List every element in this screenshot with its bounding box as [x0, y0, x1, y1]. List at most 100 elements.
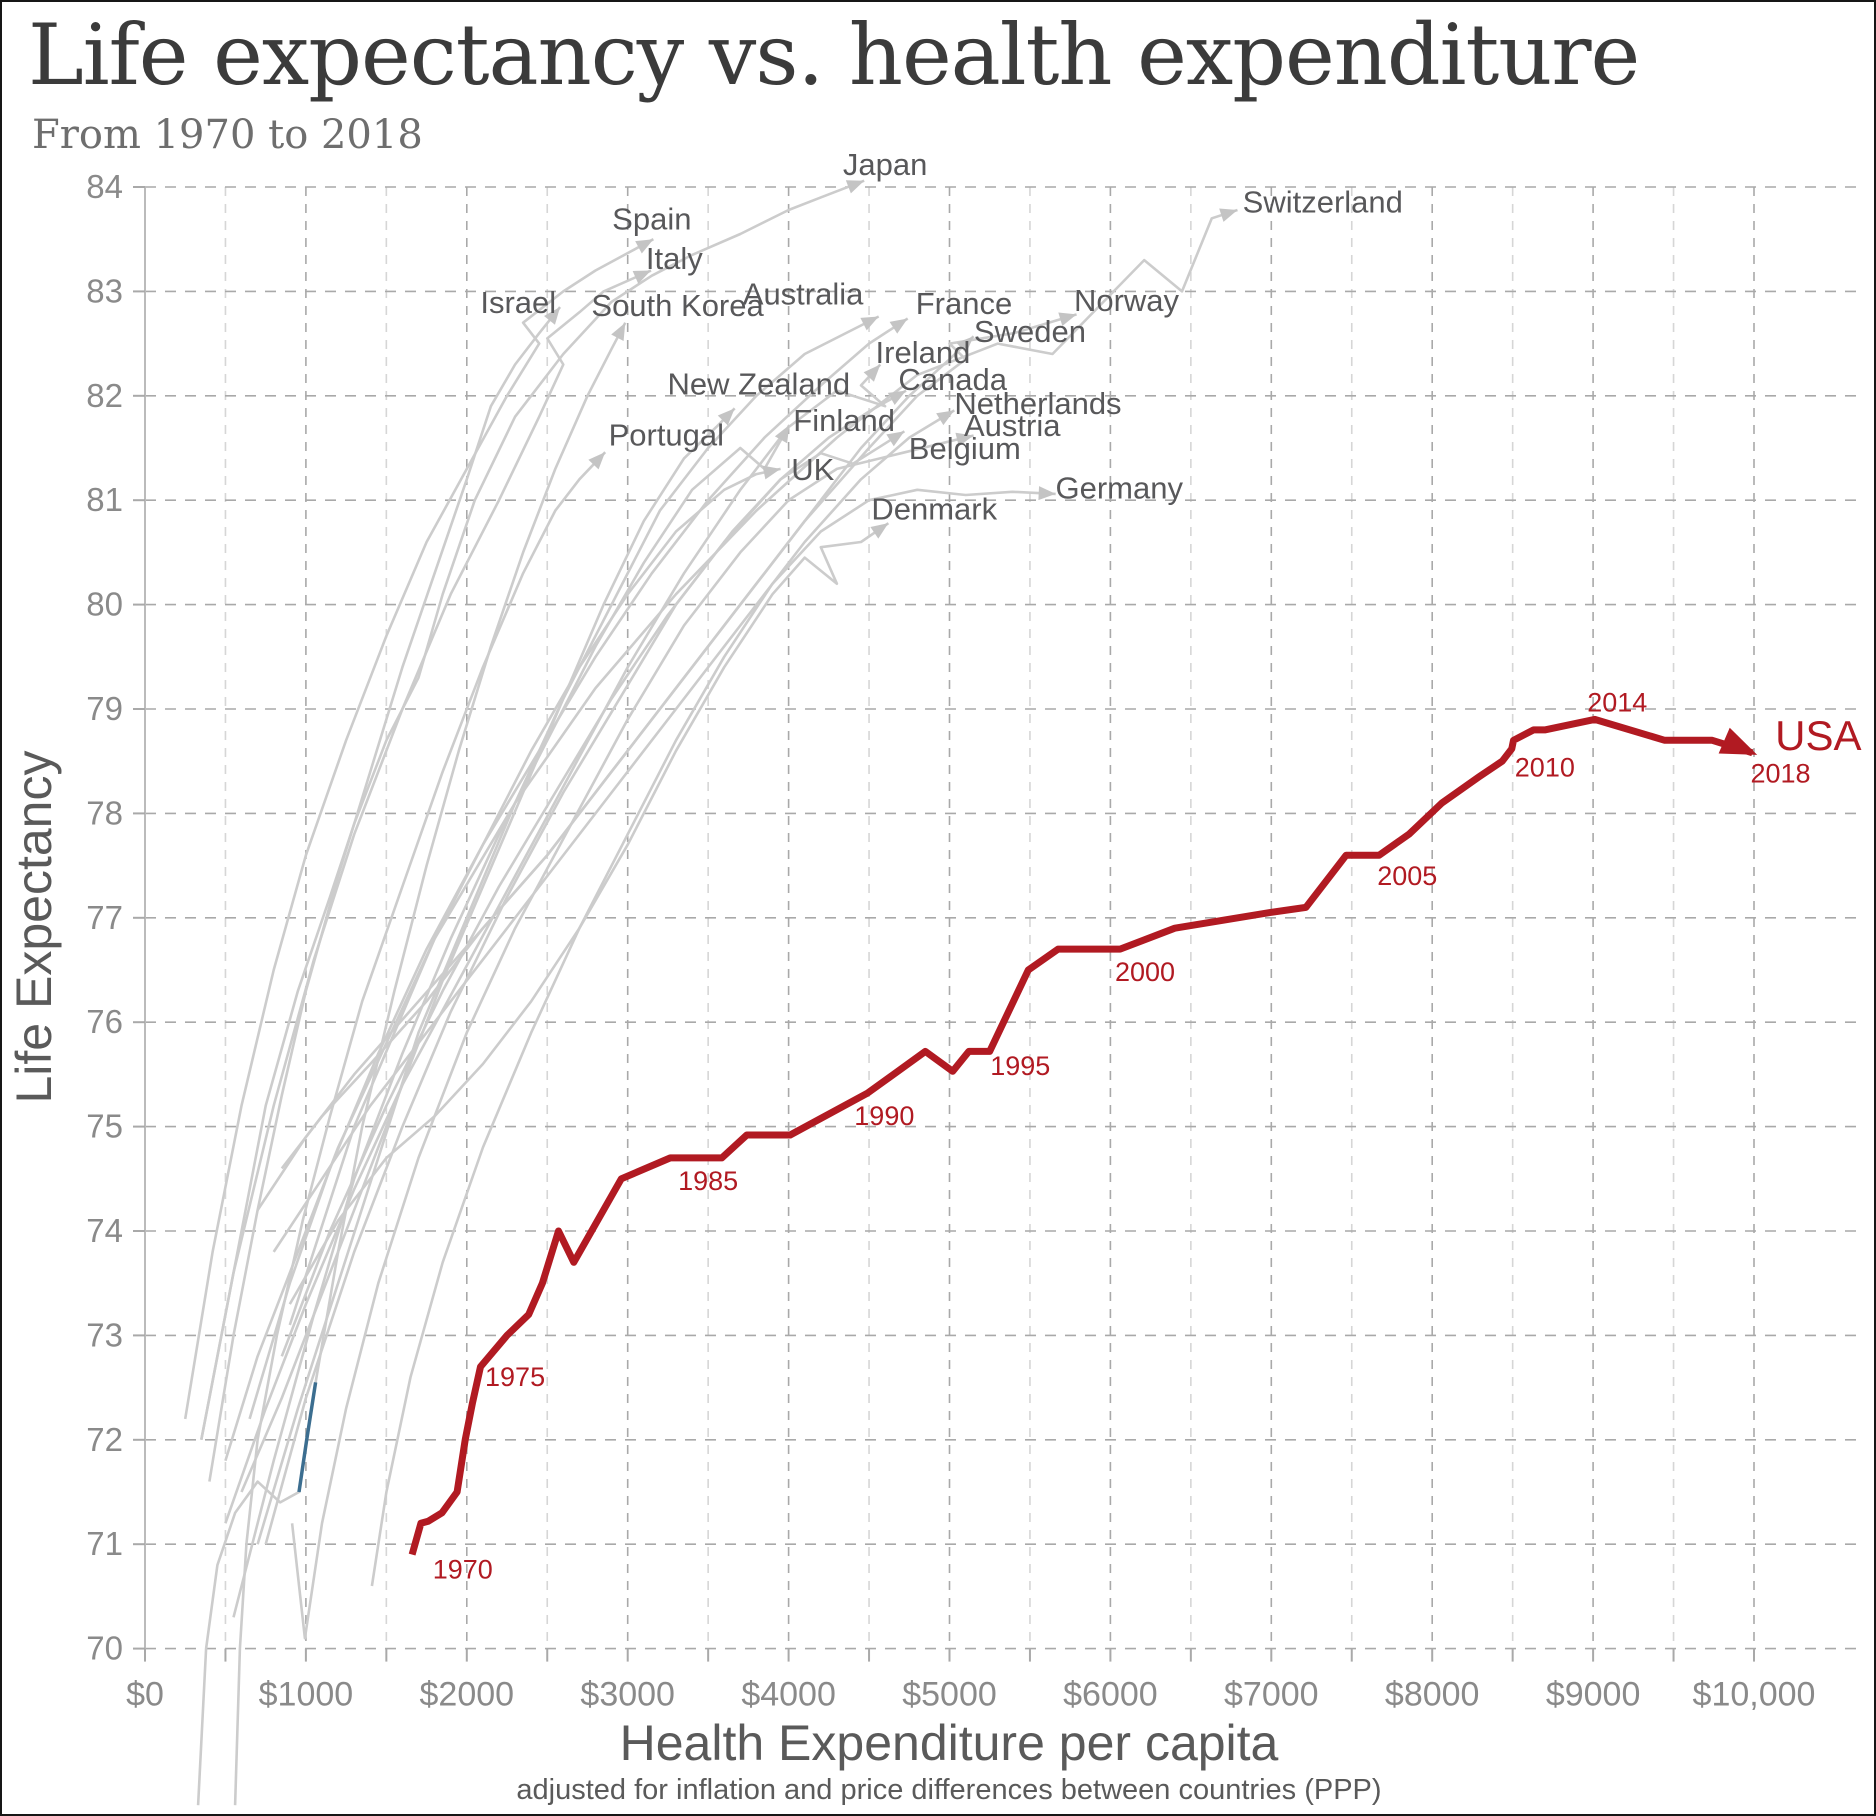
country-line-ireland — [224, 363, 887, 1524]
page-title: Life expectancy vs. health expenditure — [28, 6, 1640, 104]
country-label-japan: Japan — [843, 147, 927, 182]
country-label-sweden: Sweden — [974, 314, 1086, 349]
country-arrow-icon — [774, 425, 790, 444]
country-line-austria — [290, 434, 974, 1640]
y-tick-label: 75 — [86, 1108, 123, 1145]
y-tick-label: 82 — [86, 377, 123, 414]
usa-arrow-icon — [1718, 727, 1758, 755]
country-line-switzerland — [288, 208, 1238, 1326]
usa-label: USA — [1775, 712, 1861, 759]
country-line-germany — [370, 488, 1056, 1587]
country-arrow-icon — [889, 318, 908, 334]
x-tick-label: $0 — [126, 1676, 164, 1714]
country-arrow-icon — [887, 390, 907, 406]
axis-tick-labels: 70 71 72 73 74 75 76 77 78 79 80 81 82 83 84 $0 $1000 $20… — [86, 168, 1815, 1714]
country-label-denmark: Denmark — [871, 492, 997, 527]
country-label-norway: Norway — [1074, 283, 1180, 318]
y-tick-label: 84 — [86, 168, 123, 205]
country-arrow-icon — [762, 465, 781, 480]
y-tick-label: 73 — [86, 1316, 123, 1353]
x-tick-label: $4000 — [741, 1676, 836, 1714]
country-label-finland: Finland — [793, 403, 895, 438]
y-tick-label: 83 — [86, 272, 123, 309]
country-arrow-icon — [956, 336, 974, 354]
x-tick-label: $10,000 — [1693, 1676, 1816, 1714]
x-tick-label: $1000 — [259, 1676, 354, 1714]
country-line-new-zealand — [240, 407, 736, 1493]
usa-year-label-2010: 2010 — [1515, 752, 1575, 782]
country-label-switzerland: Switzerland — [1243, 185, 1403, 220]
country-arrow-icon — [955, 432, 974, 447]
country-labels: Japan Switzerland Spain Italy Israel South Ko… — [480, 147, 1403, 527]
country-line-japan — [200, 179, 865, 1441]
x-axis-title: Health Expenditure per capita — [619, 1715, 1279, 1771]
country-arrow-icon — [936, 410, 955, 426]
usa-year-label-1990: 1990 — [854, 1101, 914, 1131]
country-label-belgium: Belgium — [909, 431, 1021, 466]
country-arrow-icon — [1219, 208, 1238, 222]
country-line-denmark — [288, 522, 890, 1305]
country-label-south-korea: South Korea — [591, 288, 764, 323]
country-arrow-icon — [632, 270, 652, 284]
usa-year-label-2014: 2014 — [1587, 688, 1647, 718]
x-tick-label: $5000 — [902, 1676, 997, 1714]
country-label-ireland: Ireland — [876, 335, 971, 370]
country-line-south-korea — [196, 322, 627, 1806]
usa-year-label-1970: 1970 — [433, 1554, 493, 1584]
country-arrow-icon — [544, 307, 561, 325]
x-tick-label: $3000 — [580, 1676, 675, 1714]
country-arrow-icon — [870, 523, 889, 539]
usa-line — [408, 715, 1754, 1556]
y-tick-label: 77 — [86, 899, 123, 936]
x-tick-label: $8000 — [1385, 1676, 1480, 1714]
country-line-italy — [200, 269, 652, 1441]
y-tick-label: 76 — [86, 1003, 123, 1040]
usa-year-label-2018: 2018 — [1751, 759, 1811, 789]
country-label-australia: Australia — [743, 276, 864, 311]
y-tick-label: 79 — [86, 690, 123, 727]
x-axis-note: adjusted for inflation and price differe… — [516, 1774, 1382, 1806]
y-tick-label: 70 — [86, 1630, 123, 1667]
country-label-portugal: Portugal — [609, 417, 724, 452]
y-tick-label: 78 — [86, 794, 123, 831]
country-arrow-icon — [886, 431, 905, 447]
usa-year-label-2000: 2000 — [1115, 957, 1175, 987]
y-tick-label: 71 — [86, 1525, 123, 1562]
usa-series: USA — [408, 712, 1862, 1556]
usa-year-label-1985: 1985 — [678, 1166, 738, 1196]
country-arrow-icon — [860, 316, 879, 331]
x-tick-label: $2000 — [420, 1676, 515, 1714]
country-arrow-icon — [1058, 312, 1077, 326]
country-arrow-icon — [1038, 486, 1056, 501]
country-arrow-icon — [845, 180, 865, 194]
country-label-uk: UK — [791, 452, 834, 487]
country-line-netherlands — [272, 409, 955, 1253]
usa-year-label-2005: 2005 — [1377, 861, 1437, 891]
blue-segment — [297, 1382, 318, 1493]
country-label-israel: Israel — [480, 285, 556, 320]
country-label-netherlands: Netherlands — [954, 386, 1121, 421]
country-label-new-zealand: New Zealand — [668, 366, 851, 401]
country-line-canada — [280, 389, 907, 1357]
country-label-germany: Germany — [1056, 471, 1184, 506]
y-tick-label: 81 — [86, 481, 123, 518]
country-line-israel — [208, 306, 562, 1482]
country-label-italy: Italy — [646, 241, 703, 276]
usa-year-label-1975: 1975 — [485, 1362, 545, 1392]
country-label-spain: Spain — [612, 201, 691, 236]
country-line-portugal — [233, 451, 607, 1806]
country-line-belgium — [264, 430, 906, 1545]
page-subtitle: From 1970 to 2018 — [32, 112, 423, 158]
country-arrow-icon — [717, 408, 735, 426]
usa-year-labels: 1970 1975 1985 1990 1995 2000 2005 2010 2014 2018 — [433, 688, 1811, 1585]
country-arrow-icon — [611, 322, 626, 342]
country-arrow-icon — [588, 452, 606, 470]
country-line-uk — [224, 467, 781, 1462]
usa-year-label-1995: 1995 — [990, 1051, 1050, 1081]
country-label-canada: Canada — [898, 362, 1007, 397]
country-arrows — [544, 180, 1238, 539]
x-tick-label: $9000 — [1546, 1676, 1641, 1714]
country-arrow-icon — [635, 239, 654, 254]
y-tick-label: 80 — [86, 586, 123, 623]
